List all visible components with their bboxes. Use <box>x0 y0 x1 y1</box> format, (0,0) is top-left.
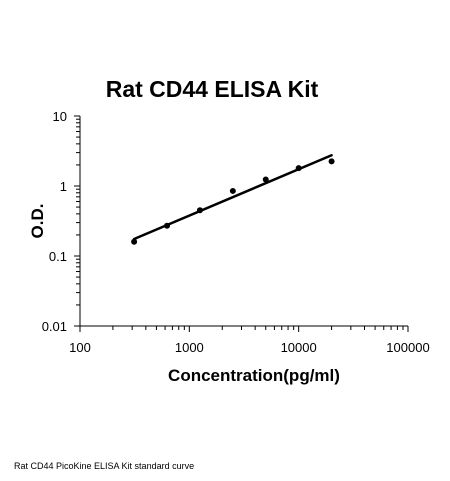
x-tick-labels: 100 1000 10000 100000 <box>69 340 430 355</box>
axis-ticks <box>74 115 409 332</box>
x-tick-label: 10000 <box>281 340 317 355</box>
data-point <box>262 176 269 183</box>
data-points <box>131 158 335 245</box>
figure-caption: Rat CD44 PicoKine ELISA Kit standard cur… <box>14 461 195 471</box>
data-point <box>164 222 171 229</box>
y-tick-label: 0.1 <box>49 249 67 264</box>
y-tick-label: 0.01 <box>42 319 67 334</box>
y-tick-label: 10 <box>53 109 67 124</box>
y-tick-labels: 0.01 0.1 1 10 <box>42 109 67 334</box>
fit-line <box>132 153 333 241</box>
data-point <box>229 187 236 194</box>
x-tick-label: 1000 <box>175 340 204 355</box>
x-tick-label: 100000 <box>386 340 429 355</box>
x-axis-label: Concentration(pg/ml) <box>168 366 340 385</box>
plot-axes <box>79 116 408 327</box>
y-axis-label: O.D. <box>28 204 47 239</box>
chart-title: Rat CD44 ELISA Kit <box>106 76 319 102</box>
data-point <box>196 207 203 214</box>
fit-line-layer <box>132 153 333 241</box>
data-point <box>328 158 335 165</box>
y-tick-label: 1 <box>60 179 67 194</box>
x-tick-label: 100 <box>69 340 91 355</box>
data-point <box>295 165 302 172</box>
data-point <box>131 238 138 245</box>
